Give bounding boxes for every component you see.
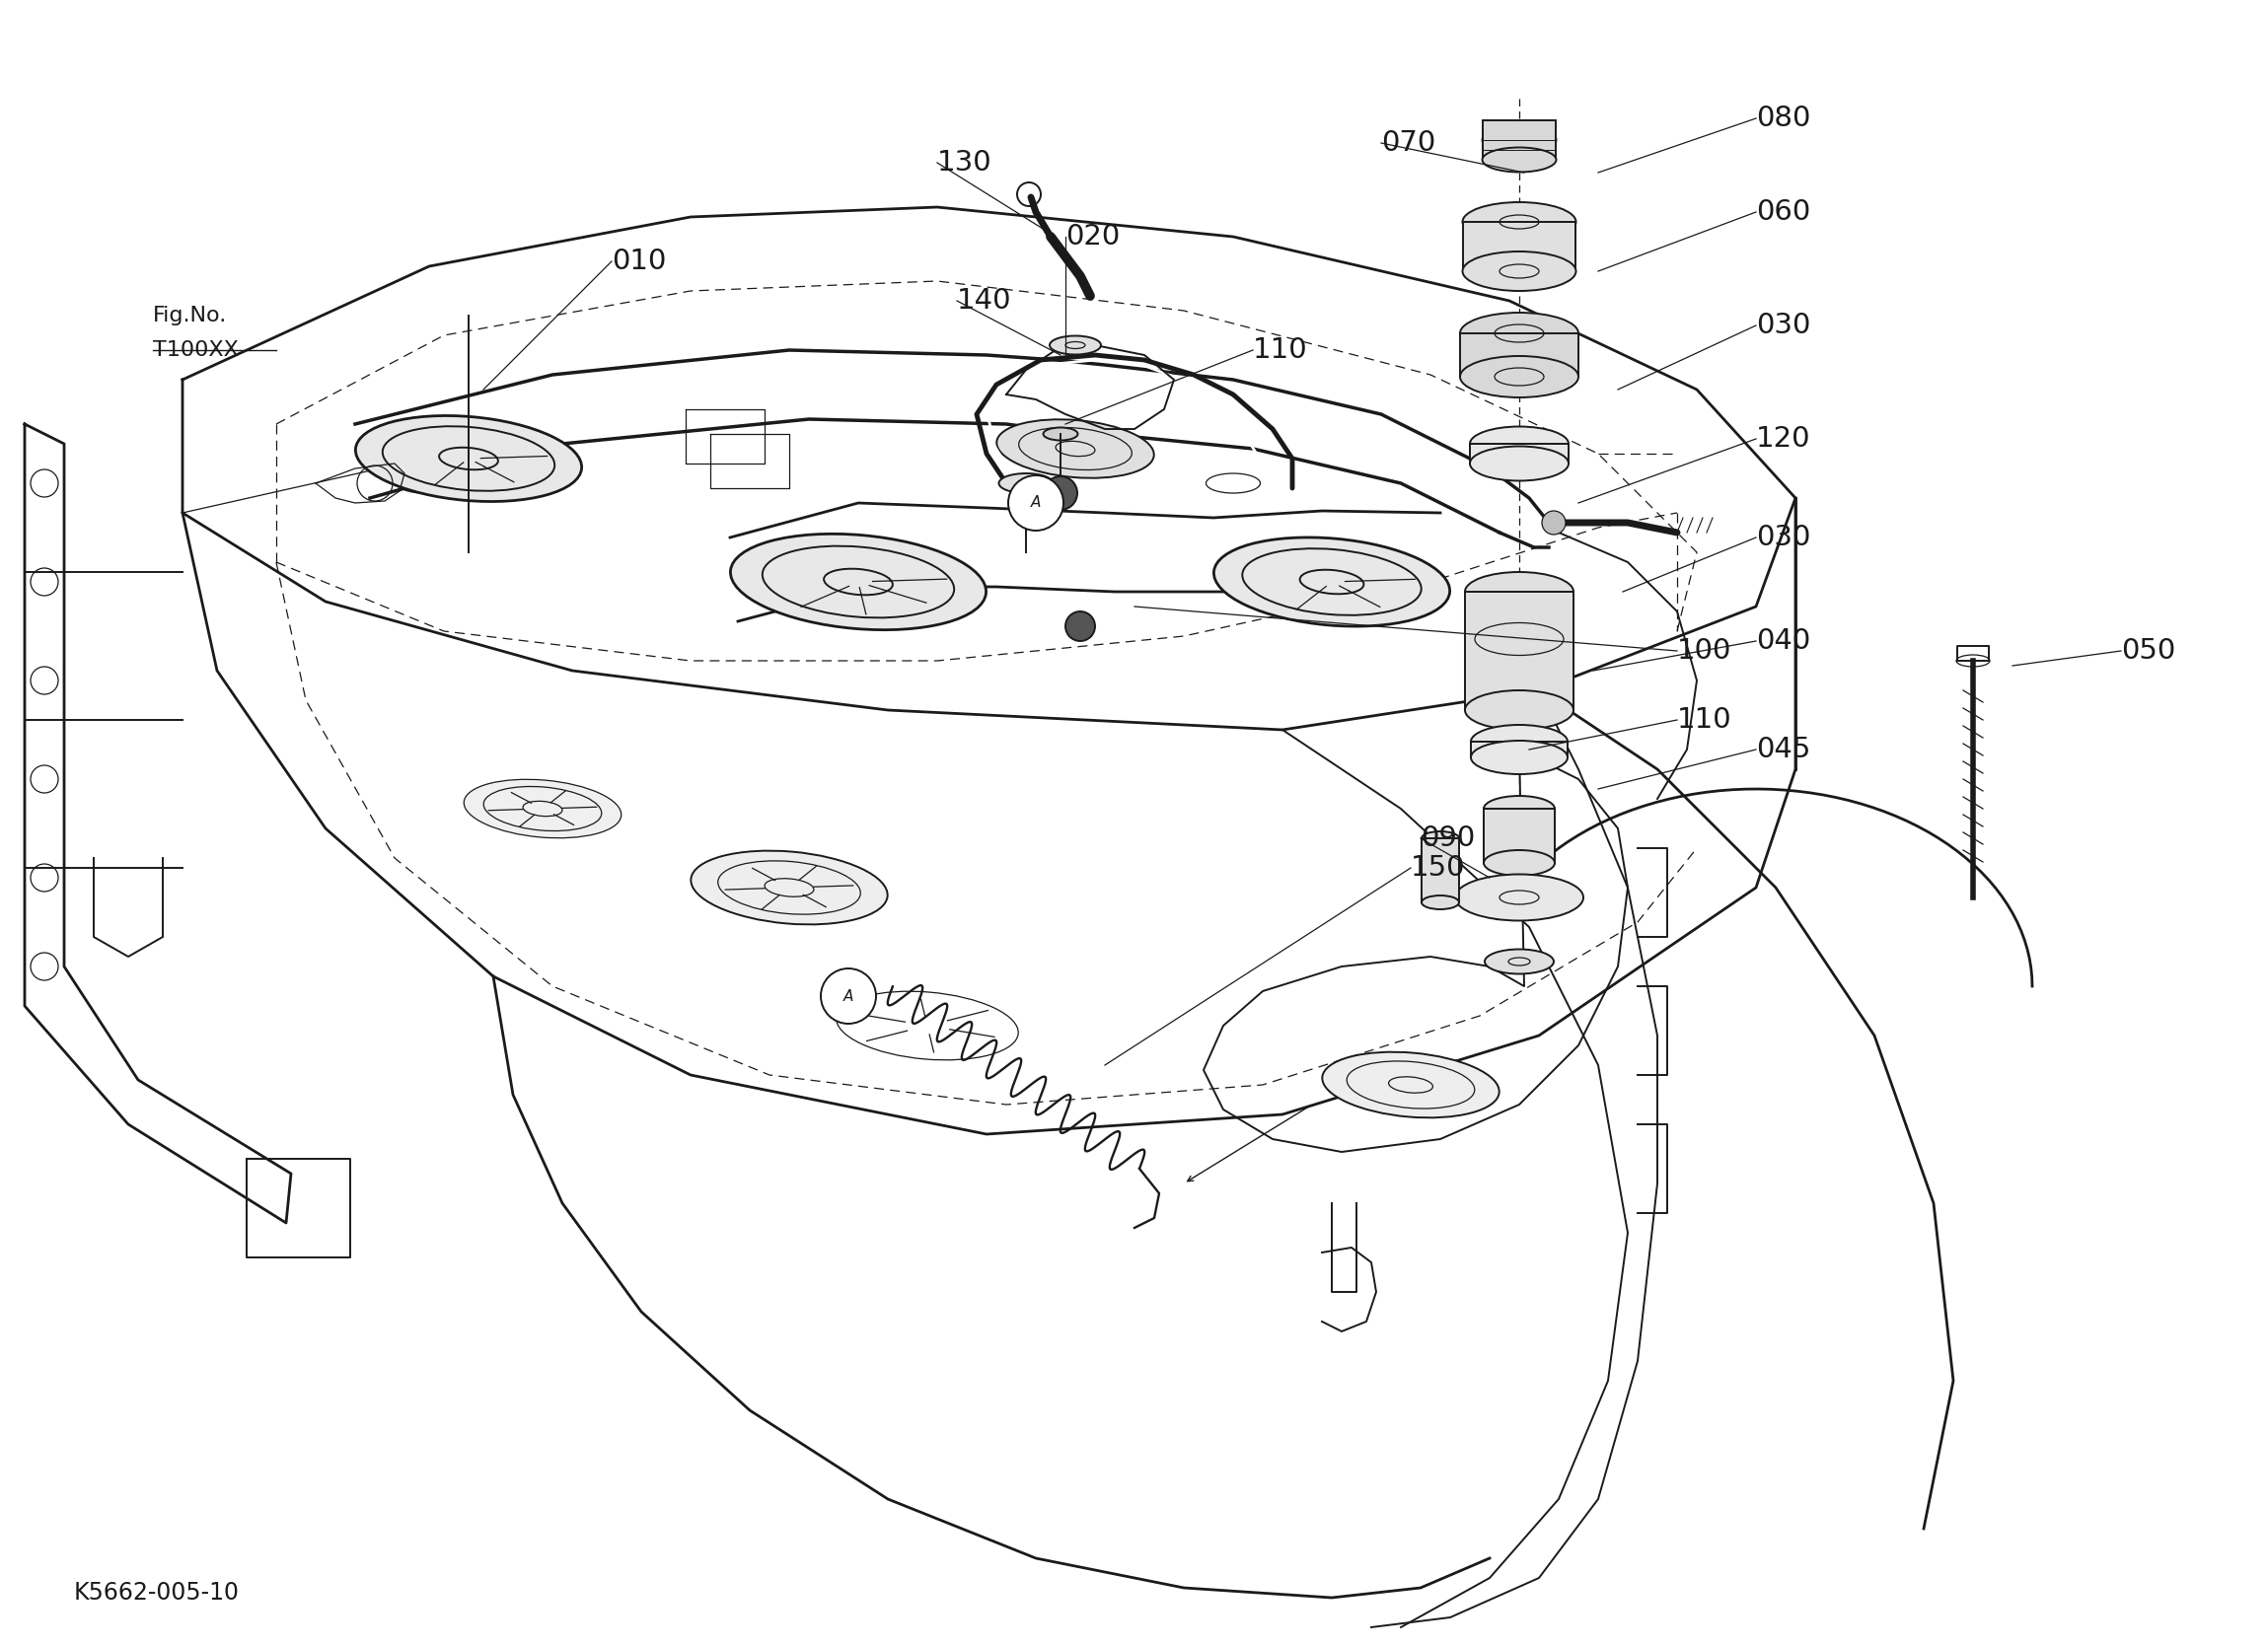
Bar	[1422, 838, 1458, 902]
Text: A: A	[844, 989, 853, 1004]
Text: 080: 080	[1755, 105, 1810, 132]
Bar	[1472, 742, 1567, 757]
Text: 070: 070	[1381, 128, 1436, 156]
Text: 090: 090	[1420, 825, 1474, 853]
Text: 010: 010	[612, 247, 667, 275]
Ellipse shape	[730, 533, 987, 630]
Ellipse shape	[1322, 1052, 1499, 1118]
Ellipse shape	[1463, 202, 1576, 242]
Ellipse shape	[1472, 741, 1567, 774]
Ellipse shape	[1483, 128, 1556, 153]
Text: 030: 030	[1755, 523, 1810, 551]
Bar	[1463, 222, 1576, 272]
Circle shape	[1542, 510, 1565, 535]
Ellipse shape	[996, 420, 1154, 477]
Bar	[1483, 120, 1556, 160]
Circle shape	[1066, 611, 1095, 640]
Ellipse shape	[1422, 831, 1458, 844]
Text: 110: 110	[1252, 336, 1309, 364]
Bar	[1461, 334, 1579, 377]
Ellipse shape	[1465, 690, 1574, 729]
Ellipse shape	[1456, 874, 1583, 920]
Text: Fig.No.: Fig.No.	[152, 306, 227, 326]
Circle shape	[1043, 476, 1077, 510]
Text: T100XX: T100XX	[152, 341, 238, 360]
Ellipse shape	[1461, 313, 1579, 354]
Circle shape	[1009, 476, 1064, 530]
Ellipse shape	[1422, 895, 1458, 909]
Text: 140: 140	[957, 286, 1012, 314]
Circle shape	[821, 968, 875, 1024]
Ellipse shape	[1483, 148, 1556, 173]
Text: K5662-005-10: K5662-005-10	[75, 1580, 240, 1605]
Text: A: A	[1030, 495, 1041, 510]
Ellipse shape	[692, 851, 887, 925]
Text: 100: 100	[1676, 637, 1733, 665]
Ellipse shape	[1486, 950, 1554, 974]
Ellipse shape	[1213, 538, 1449, 627]
Text: 120: 120	[1755, 425, 1810, 453]
Ellipse shape	[1050, 336, 1100, 354]
Text: 020: 020	[1066, 222, 1120, 250]
Bar	[1470, 444, 1569, 464]
Text: 130: 130	[937, 148, 991, 176]
Text: 030: 030	[1755, 311, 1810, 339]
Text: 045: 045	[1755, 736, 1810, 764]
Ellipse shape	[1483, 797, 1556, 821]
Text: 060: 060	[1755, 198, 1810, 226]
Ellipse shape	[1483, 849, 1556, 876]
Ellipse shape	[1472, 724, 1567, 759]
Text: 040: 040	[1755, 627, 1810, 655]
Ellipse shape	[1463, 252, 1576, 291]
Bar	[1465, 591, 1574, 709]
Ellipse shape	[1470, 426, 1569, 461]
Text: 110: 110	[1676, 706, 1733, 734]
Text: 150: 150	[1411, 854, 1465, 882]
Ellipse shape	[1465, 573, 1574, 611]
Ellipse shape	[1043, 428, 1077, 441]
Text: 050: 050	[2121, 637, 2175, 665]
Ellipse shape	[1470, 446, 1569, 481]
Ellipse shape	[998, 474, 1052, 494]
Ellipse shape	[465, 780, 621, 838]
Ellipse shape	[1461, 356, 1579, 397]
Bar	[1483, 808, 1556, 863]
Ellipse shape	[356, 416, 581, 502]
